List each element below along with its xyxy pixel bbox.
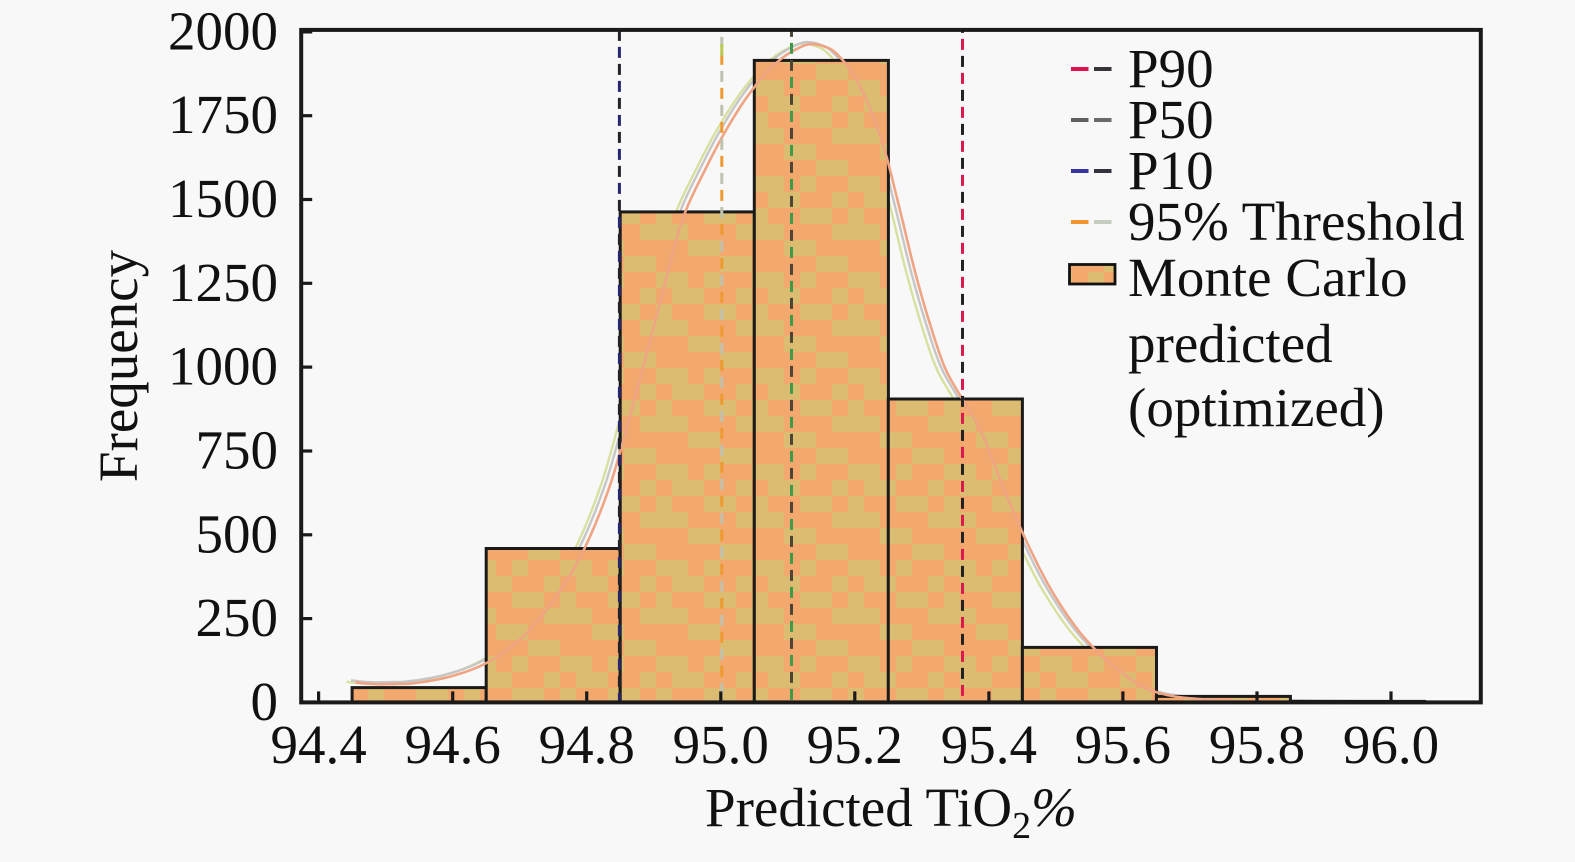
svg-text:94.4: 94.4 (270, 714, 366, 775)
svg-text:P90: P90 (1128, 38, 1214, 99)
svg-text:2000: 2000 (168, 0, 278, 61)
svg-text:250: 250 (196, 587, 279, 648)
svg-text:95.8: 95.8 (1209, 714, 1305, 775)
svg-text:0: 0 (251, 671, 279, 732)
svg-text:Predicted TiO2%: Predicted TiO2% (705, 777, 1077, 847)
svg-text:95.4: 95.4 (941, 714, 1037, 775)
svg-text:1750: 1750 (168, 84, 278, 145)
svg-text:1500: 1500 (168, 168, 278, 229)
svg-text:1000: 1000 (168, 336, 278, 397)
svg-text:95.0: 95.0 (673, 714, 769, 775)
svg-text:95% Threshold: 95% Threshold (1128, 191, 1465, 252)
svg-text:95.2: 95.2 (807, 714, 903, 775)
svg-text:Monte Carlo: Monte Carlo (1128, 247, 1408, 308)
svg-text:95.6: 95.6 (1075, 714, 1171, 775)
svg-text:P10: P10 (1128, 140, 1214, 201)
svg-text:500: 500 (196, 503, 279, 564)
svg-text:96.0: 96.0 (1343, 714, 1439, 775)
svg-text:P50: P50 (1128, 89, 1214, 150)
svg-text:Frequency: Frequency (88, 249, 149, 482)
svg-text:(optimized): (optimized) (1128, 377, 1385, 438)
svg-text:94.8: 94.8 (539, 714, 635, 775)
svg-text:750: 750 (196, 420, 279, 481)
svg-text:94.6: 94.6 (405, 714, 501, 775)
svg-text:predicted: predicted (1128, 313, 1333, 374)
svg-text:1250: 1250 (168, 252, 278, 313)
